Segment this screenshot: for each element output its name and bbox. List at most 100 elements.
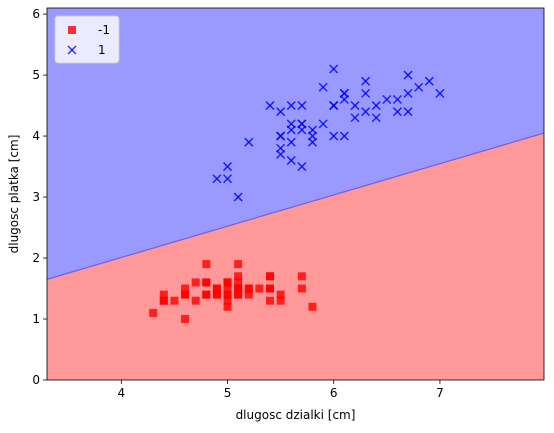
point-class-1: [233, 192, 243, 202]
point-class-neg1: [297, 284, 306, 293]
point-class-neg1: [181, 290, 190, 299]
y-tick-label: 6: [32, 7, 40, 21]
point-class-1: [403, 70, 413, 80]
x-marker-stroke: [307, 131, 318, 141]
point-class-1: [424, 76, 434, 86]
x-marker-stroke: [392, 94, 402, 105]
x-marker-stroke: [297, 162, 307, 172]
legend-marker-neg1: [68, 26, 76, 34]
point-class-1: [403, 88, 413, 98]
point-class-neg1: [191, 278, 200, 287]
x-marker-stroke: [276, 131, 286, 141]
region-class-1: [47, 8, 544, 280]
point-class-neg1: [181, 284, 190, 293]
point-class-1: [371, 101, 381, 111]
x-marker-stroke: [392, 107, 402, 117]
point-class-neg1: [170, 296, 179, 305]
data-points: [149, 64, 445, 324]
point-class-1: [361, 88, 371, 98]
legend: -11: [54, 15, 120, 64]
point-class-neg1: [297, 272, 306, 281]
point-class-1: [329, 131, 339, 141]
decision-regions: [46, 8, 545, 380]
point-class-neg1: [212, 284, 221, 293]
point-class-1: [286, 119, 296, 129]
point-class-1: [382, 94, 392, 105]
y-tick-label: 5: [32, 68, 40, 82]
point-class-neg1: [202, 260, 211, 269]
point-class-1: [329, 64, 339, 74]
point-class-1: [318, 82, 328, 92]
x-marker-stroke: [297, 101, 307, 111]
decision-boundary: [46, 132, 545, 280]
point-class-1: [276, 107, 286, 117]
x-axis-label: dlugosc dzialki [cm]: [236, 408, 356, 422]
point-class-neg1: [234, 260, 243, 269]
x-tick-label: 7: [436, 386, 444, 400]
x-marker-stroke: [329, 64, 339, 74]
point-class-1: [276, 131, 286, 141]
axes: 4 5 6 7 0 1 2 3 4 5 6: [32, 7, 545, 400]
point-class-1: [392, 94, 402, 105]
x-tick-label: 4: [118, 386, 126, 400]
x-marker-stroke: [424, 76, 434, 86]
point-class-neg1: [212, 290, 221, 299]
legend-label: -1: [98, 23, 110, 37]
point-class-neg1: [276, 290, 285, 299]
point-class-neg1: [223, 290, 232, 299]
x-marker-stroke: [223, 174, 233, 184]
point-class-neg1: [223, 284, 232, 293]
point-class-1: [435, 88, 445, 98]
point-class-neg1: [159, 296, 168, 305]
point-class-1: [392, 107, 402, 117]
point-class-1: [212, 174, 222, 184]
x-marker-stroke: [329, 131, 339, 141]
point-class-1: [329, 101, 339, 111]
x-tick-label: 5: [224, 386, 232, 400]
x-marker-stroke: [223, 162, 233, 172]
x-marker-stroke: [361, 76, 371, 86]
point-class-1: [350, 113, 360, 123]
point-class-neg1: [202, 278, 211, 287]
x-marker-stroke: [297, 125, 307, 135]
point-class-neg1: [234, 284, 243, 293]
x-marker-stroke: [276, 149, 286, 159]
y-axis-label: dlugosc platka [cm]: [7, 135, 21, 254]
x-marker-stroke: [286, 119, 296, 129]
point-class-1: [223, 162, 233, 172]
point-class-1: [223, 174, 233, 184]
x-marker-stroke: [329, 101, 339, 111]
x-marker-stroke: [371, 101, 381, 111]
x-tick-label: 6: [330, 386, 338, 400]
point-class-neg1: [234, 278, 243, 287]
legend-marker-1: [67, 45, 77, 55]
point-class-1: [339, 131, 349, 141]
point-class-1: [297, 162, 307, 172]
point-class-neg1: [255, 284, 264, 293]
x-marker-stroke: [318, 119, 328, 129]
point-class-1: [265, 101, 275, 111]
point-class-neg1: [223, 302, 232, 311]
point-class-neg1: [191, 296, 200, 305]
point-class-neg1: [223, 296, 232, 305]
point-class-1: [350, 101, 360, 111]
y-tick-label: 2: [32, 251, 40, 265]
point-class-1: [286, 137, 296, 147]
x-marker-stroke: [318, 82, 328, 92]
y-tick-label: 4: [32, 129, 40, 143]
point-class-1: [307, 131, 318, 141]
point-class-neg1: [276, 296, 285, 305]
point-class-neg1: [266, 272, 275, 281]
y-tick-label: 3: [32, 190, 40, 204]
x-marker-stroke: [403, 70, 413, 80]
point-class-1: [339, 94, 349, 105]
point-class-neg1: [223, 278, 232, 287]
legend-label: 1: [98, 43, 106, 57]
point-class-1: [297, 125, 307, 135]
x-marker-stroke: [286, 137, 296, 147]
region-class-neg1: [47, 133, 544, 380]
point-class-1: [403, 107, 413, 117]
x-marker-stroke: [67, 45, 77, 55]
x-marker-stroke: [414, 82, 424, 92]
point-class-1: [286, 101, 296, 111]
